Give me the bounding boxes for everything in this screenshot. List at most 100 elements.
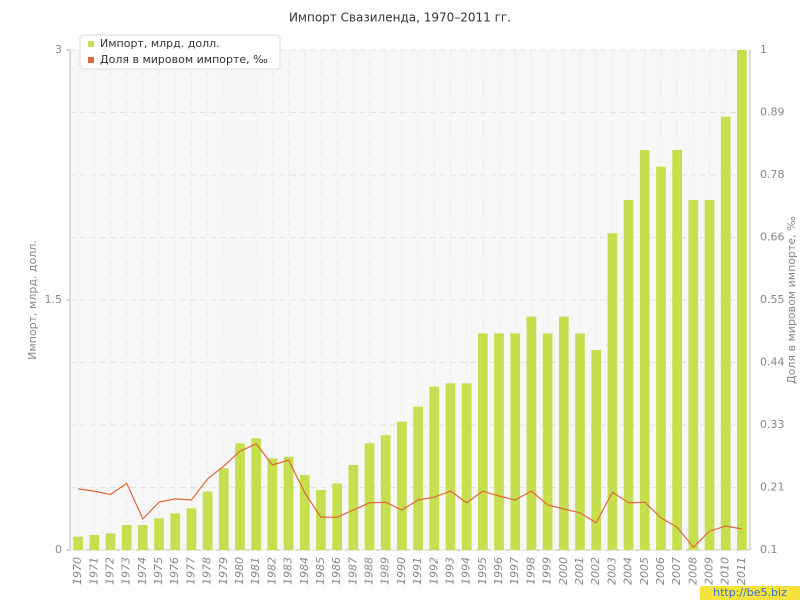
x-tick-label: 1977 — [184, 557, 197, 585]
x-tick-label: 1987 — [346, 557, 359, 585]
y-tick-label: 1.5 — [45, 293, 63, 306]
x-tick-label: 1993 — [443, 557, 456, 585]
bar — [688, 200, 699, 550]
y-tick-label: 0 — [55, 543, 62, 556]
legend-swatch — [88, 57, 94, 63]
bar — [348, 465, 359, 550]
x-tick-label: 2001 — [573, 557, 586, 585]
bar — [639, 150, 650, 550]
x-tick-label: 1996 — [492, 557, 505, 585]
x-tick-label: 2003 — [605, 557, 618, 585]
bar — [413, 406, 423, 550]
bar — [494, 333, 504, 550]
bar — [704, 200, 715, 550]
chart-title: Импорт Свазиленда, 1970–2011 гг. — [289, 11, 511, 25]
bar — [558, 316, 569, 550]
x-tick-label: 1972 — [103, 557, 116, 585]
bar — [445, 383, 456, 550]
y2-tick-label: 0.1 — [760, 543, 778, 556]
y2-tick-label: 1 — [760, 43, 767, 56]
y2-tick-label: 0.89 — [760, 106, 785, 119]
bar — [526, 316, 537, 550]
bar — [623, 200, 634, 550]
bar — [575, 333, 585, 550]
x-tick-label: 2007 — [670, 557, 683, 585]
x-tick-label: 2009 — [703, 557, 716, 585]
y2-axis-label: Доля в мировом импорте, ‰ — [785, 216, 798, 384]
bar — [429, 386, 440, 550]
bar — [672, 150, 682, 550]
x-tick-label: 1979 — [217, 557, 230, 585]
watermark: http://be5.biz — [713, 586, 787, 599]
x-tick-label: 1992 — [427, 557, 440, 585]
bar — [267, 458, 278, 550]
bar — [397, 421, 407, 550]
bar — [478, 333, 488, 550]
bar — [186, 508, 197, 550]
y2-tick-label: 0.21 — [760, 481, 785, 494]
y2-tick-label: 0.66 — [760, 231, 785, 244]
bar — [154, 518, 164, 550]
bar — [656, 166, 666, 550]
x-tick-label: 1995 — [476, 557, 489, 585]
x-tick-label: 1999 — [541, 557, 554, 585]
x-tick-label: 2008 — [686, 557, 699, 585]
legend-box — [79, 34, 281, 70]
x-tick-label: 1975 — [152, 557, 165, 585]
bar — [202, 491, 213, 550]
bar — [510, 333, 521, 550]
x-tick-label: 2010 — [719, 557, 732, 585]
y2-tick-label: 0.33 — [760, 418, 785, 431]
x-tick-label: 1985 — [314, 557, 327, 585]
bar — [316, 490, 326, 550]
x-tick-label: 1984 — [298, 557, 311, 585]
bar — [235, 443, 245, 550]
y2-tick-label: 0.78 — [760, 168, 785, 181]
x-tick-label: 1989 — [379, 557, 392, 585]
x-tick-label: 1974 — [136, 557, 149, 585]
x-tick-label: 1986 — [330, 557, 343, 585]
bar — [218, 468, 229, 550]
x-tick-label: 1988 — [363, 557, 376, 585]
x-tick-label: 1976 — [168, 557, 181, 585]
legend: Импорт, млрд. долл. Доля в мировом импорт… — [79, 34, 281, 70]
x-tick-label: 1980 — [233, 557, 246, 585]
x-tick-label: 1978 — [201, 557, 214, 585]
x-tick-label: 1983 — [282, 557, 295, 585]
legend-label: Импорт, млрд. долл. — [100, 37, 220, 50]
x-tick-label: 2000 — [557, 557, 570, 585]
x-tick-label: 2004 — [622, 557, 635, 585]
bar — [121, 525, 132, 550]
bar — [251, 438, 262, 550]
x-tick-label: 1994 — [460, 557, 473, 585]
y2-tick-label: 0.55 — [760, 293, 785, 306]
line — [78, 443, 743, 549]
bar — [364, 443, 375, 550]
bar — [380, 435, 391, 550]
legend-swatch — [88, 41, 94, 47]
bar — [89, 535, 100, 550]
bar — [283, 456, 294, 550]
x-tick-label: 1981 — [249, 557, 262, 585]
bar — [138, 525, 148, 550]
bar — [73, 536, 83, 550]
watermark-bg — [700, 586, 800, 600]
bar — [607, 233, 618, 551]
bar — [170, 513, 181, 550]
x-tick-label: 2011 — [735, 557, 748, 585]
y-tick-label: 3 — [55, 43, 62, 56]
x-tick-label: 1970 — [71, 557, 84, 585]
bar — [299, 475, 310, 550]
x-tick-label: 1998 — [524, 557, 537, 585]
x-tick-label: 1991 — [411, 557, 424, 585]
bar — [461, 383, 472, 550]
x-tick-label: 1971 — [87, 557, 100, 585]
bar — [105, 533, 116, 550]
y-axis-label: Импорт, млрд. долл. — [26, 240, 39, 360]
x-tick-label: 1982 — [265, 557, 278, 585]
y2-tick-label: 0.44 — [760, 356, 785, 369]
x-tick-label: 2005 — [638, 557, 651, 585]
x-tick-label: 2006 — [654, 557, 667, 585]
x-tick-label: 2002 — [589, 557, 602, 585]
